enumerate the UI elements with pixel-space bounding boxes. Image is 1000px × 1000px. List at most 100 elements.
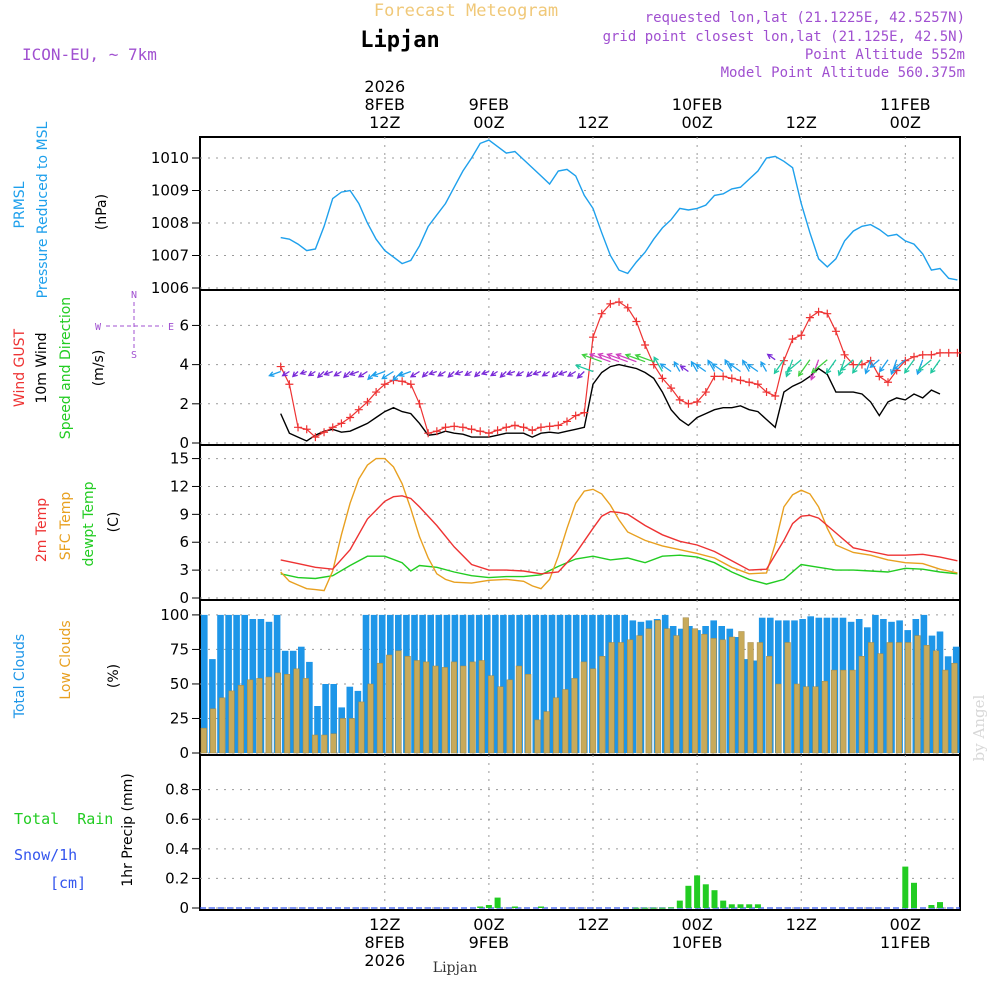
gust-marker (710, 372, 719, 381)
bottom-time-label: 12Z (786, 915, 817, 934)
wind-direction-arrow (499, 371, 507, 378)
wind-direction-arrow (371, 370, 386, 378)
low-cloud-bar (506, 679, 513, 754)
rain-bar (511, 906, 518, 908)
wind-direction-arrow (323, 370, 333, 376)
tick-label-y: 6 (179, 533, 189, 551)
prmsl-label: PRMSL (12, 181, 28, 228)
low-cloud-bar (951, 662, 958, 754)
direction-label: Speed and Direction (58, 297, 74, 439)
gust-marker (606, 299, 615, 308)
wind-direction-arrow (421, 371, 429, 378)
wind-direction-arrow (409, 370, 420, 378)
wind-direction-arrow (576, 371, 585, 379)
total-cloud-bar (225, 614, 232, 753)
total-cloud-bar (435, 614, 443, 753)
wind-direction-arrow (506, 370, 516, 376)
total-cloud-bar (492, 614, 499, 753)
gust-marker (536, 423, 545, 432)
wind-direction-arrow (797, 359, 811, 377)
gust-marker (719, 372, 728, 381)
gust-marker (424, 429, 433, 438)
rain-bar (746, 904, 753, 908)
low-cloud-bar (330, 733, 337, 754)
low-cloud-bar (552, 697, 560, 754)
bottom-time-label: 9FEB (469, 933, 509, 952)
gust-marker (944, 348, 953, 357)
rain-bar (676, 900, 683, 908)
tick-label-y: 9 (179, 505, 189, 523)
total-cloud-bar (556, 614, 564, 753)
total-cloud-bar (370, 614, 378, 753)
total-cloud-bar (354, 690, 362, 753)
gust-marker (380, 380, 389, 389)
total-cloud-bar (298, 646, 305, 753)
gust-marker (589, 333, 598, 342)
low-cloud-bar (923, 645, 930, 754)
low-cloud-bar (914, 635, 921, 754)
wind-direction-arrow (474, 371, 481, 378)
low-cloud-bar (413, 660, 421, 754)
low-cloud-bar (821, 680, 828, 754)
wind-direction-arrow (711, 363, 724, 373)
tick-label-y: 12 (170, 477, 189, 495)
gust-marker (493, 426, 502, 435)
gust-marker (936, 348, 945, 357)
low-cloud-bar (247, 679, 254, 754)
top-time-label: 12Z (786, 113, 817, 132)
low-cloud-bar (543, 711, 550, 754)
gust-marker (510, 421, 519, 430)
wind-direction-arrow (480, 369, 490, 376)
gust-marker (901, 356, 910, 365)
low-cloud-bar (210, 708, 217, 754)
low-cloud-bar (525, 674, 532, 754)
rain-bar (711, 890, 718, 908)
gust-marker (762, 388, 771, 397)
rain-bar (494, 897, 501, 908)
low-cloud-bar (515, 665, 522, 754)
gust-marker (892, 366, 901, 375)
low-cloud-bar (469, 661, 476, 754)
low-cloud-bar (858, 656, 865, 754)
gust-marker (406, 380, 415, 389)
bottom-time-label: 8FEB (365, 933, 405, 952)
total-cloud-bar (314, 706, 321, 753)
gust-marker (797, 331, 806, 340)
low-cloud-bar (664, 628, 671, 754)
gust-marker (337, 419, 346, 428)
gust-marker (554, 421, 563, 430)
wind-unit: (m/s) (91, 350, 107, 387)
wind-direction-arrow (653, 356, 663, 372)
top-time-label: 12Z (369, 113, 400, 132)
panel-frame (199, 444, 961, 601)
wind-direction-arrow (541, 370, 550, 377)
gust-marker (562, 417, 571, 426)
wind-direction-arrow (766, 353, 776, 361)
gust-marker (641, 341, 650, 350)
gust-marker (736, 376, 745, 385)
wind-direction-arrow (557, 370, 568, 376)
wind-direction-arrow (464, 370, 472, 377)
low-cloud-bar (738, 631, 745, 754)
total-cloud-bar (209, 659, 216, 753)
gust-marker (502, 423, 511, 432)
low-cloud-bar (200, 727, 207, 754)
total-cloud-bar (217, 614, 224, 753)
wind-direction-arrow (917, 359, 932, 372)
total-cloud-bar (289, 650, 297, 753)
location-title: Lipjan (360, 28, 439, 53)
total-cloud-bar (669, 626, 677, 753)
gust-marker (597, 309, 606, 318)
low-cloud-bar (580, 661, 587, 754)
low-cloud-bar (830, 669, 838, 754)
wind-direction-arrow (634, 353, 654, 363)
bottom-time-label: 00Z (890, 915, 921, 934)
panel-frame (199, 289, 961, 446)
low-cloud-bar (868, 642, 875, 754)
gust-marker (467, 425, 476, 434)
low-cloud-bar (321, 734, 328, 754)
wind-direction-arrow (659, 363, 672, 373)
temp-unit: (C) (106, 512, 122, 533)
wind-direction-arrow (773, 359, 785, 375)
tick-label-y: 100 (160, 606, 189, 624)
